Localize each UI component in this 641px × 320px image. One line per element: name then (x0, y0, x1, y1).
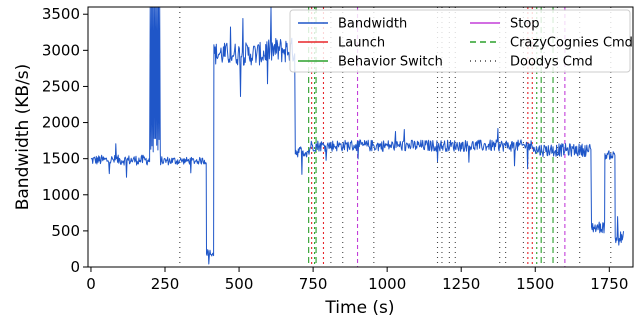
x-tick-label: 250 (151, 275, 180, 293)
y-axis-ticks: 0 500 1000 1500 2000 2500 3000 3500 (42, 5, 88, 276)
y-tick-label: 2500 (42, 77, 80, 95)
y-axis-label: Bandwidth (KB/s) (13, 64, 33, 211)
y-tick-label: 1000 (42, 186, 80, 204)
y-tick-label: 3500 (42, 5, 80, 23)
x-tick-label: 0 (86, 275, 96, 293)
y-tick-label: 3000 (42, 41, 80, 59)
y-tick-label: 2000 (42, 114, 80, 132)
x-tick-label: 1250 (442, 275, 480, 293)
x-tick-label: 1500 (516, 275, 554, 293)
bandwidth-line (90, 6, 624, 265)
legend-label: Stop (510, 17, 540, 32)
x-axis-ticks: 0 250 500 750 1000 1250 1500 1750 (86, 267, 628, 293)
legend-label: Doodys Cmd (510, 55, 593, 70)
x-tick-label: 1750 (590, 275, 628, 293)
x-tick-label: 1000 (368, 275, 406, 293)
y-tick-label: 0 (70, 258, 80, 276)
x-axis-label: Time (s) (324, 298, 394, 318)
legend: Bandwidth Launch Behavior Switch Stop CrazyC… (289, 9, 633, 73)
legend-label: CrazyCognies Cmd (510, 36, 633, 51)
legend-box (289, 9, 631, 73)
y-tick-label: 500 (51, 222, 80, 240)
plot-frame (87, 6, 634, 268)
legend-label: Launch (338, 36, 385, 51)
y-tick-label: 1500 (42, 150, 80, 168)
legend-label: Bandwidth (338, 17, 407, 32)
x-tick-label: 500 (225, 275, 254, 293)
legend-label: Behavior Switch (338, 55, 443, 70)
x-tick-label: 750 (299, 275, 328, 293)
bandwidth-series (90, 6, 624, 265)
